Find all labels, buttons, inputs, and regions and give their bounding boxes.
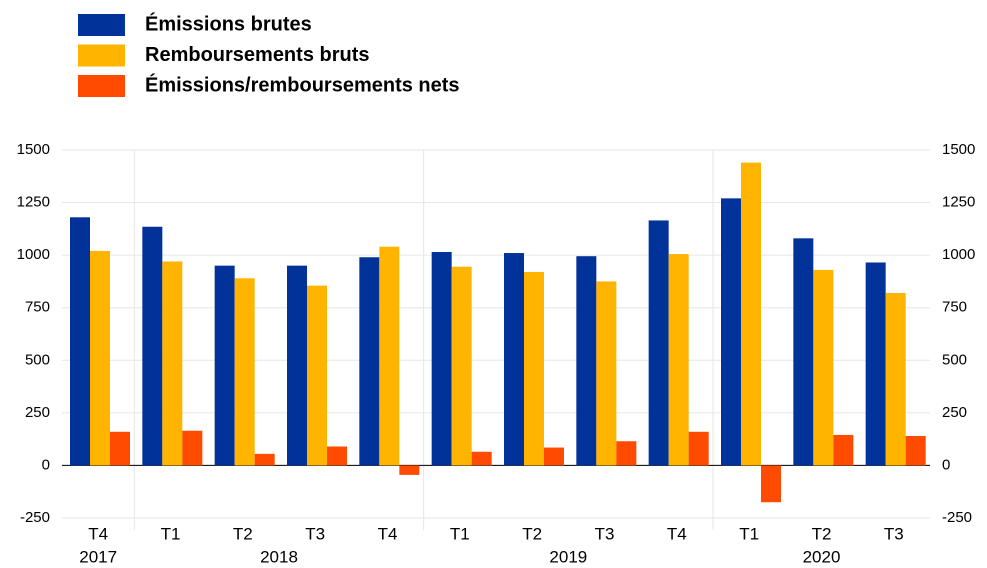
bar	[544, 447, 564, 466]
x-tick-label: T4	[88, 524, 108, 543]
bar	[668, 254, 689, 466]
y2-tick-label: -250	[942, 509, 972, 526]
x-tick-label: T1	[161, 524, 181, 543]
legend-swatch	[78, 44, 125, 67]
bar	[162, 261, 183, 466]
y2-tick-label: 1000	[942, 246, 975, 263]
x-tick-label: T3	[305, 524, 325, 543]
bar	[793, 238, 814, 466]
year-label: 2018	[260, 547, 298, 566]
x-tick-label: T3	[595, 524, 615, 543]
bar	[234, 278, 255, 466]
bar	[524, 271, 544, 466]
bar	[813, 269, 834, 466]
x-tick-label: T2	[812, 524, 832, 543]
bar	[287, 265, 307, 466]
y-tick-label: 0	[42, 456, 50, 473]
bar	[379, 246, 400, 466]
y-tick-label: 1250	[17, 194, 50, 211]
y2-tick-label: 1500	[942, 141, 975, 158]
legend-swatch	[78, 75, 125, 97]
bar	[905, 435, 926, 466]
x-tick-label: T2	[233, 524, 253, 543]
bar	[761, 465, 781, 503]
bar	[885, 292, 906, 466]
bar	[721, 198, 741, 466]
bar	[576, 256, 597, 466]
y-tick-label: 500	[25, 351, 50, 368]
x-tick-label: T2	[522, 524, 542, 543]
x-tick-label: T3	[884, 524, 904, 543]
y-tick-label: 1500	[17, 141, 50, 158]
bar	[741, 162, 761, 466]
bar	[90, 250, 110, 466]
bar	[142, 226, 163, 466]
bar	[596, 281, 617, 466]
bar	[359, 257, 380, 466]
bar	[214, 265, 235, 466]
bar	[307, 285, 327, 466]
y2-tick-label: 250	[942, 404, 967, 421]
y2-tick-label: 1250	[942, 194, 975, 211]
bar	[865, 262, 886, 466]
y-tick-label: 250	[25, 404, 50, 421]
y2-tick-label: 750	[942, 299, 967, 316]
bar	[616, 441, 637, 466]
legend-label: Émissions/remboursements nets	[145, 73, 460, 96]
y-tick-label: 1000	[17, 246, 50, 263]
y-tick-label: 750	[25, 299, 50, 316]
bar	[399, 465, 420, 475]
x-tick-label: T4	[667, 524, 687, 543]
legend-label: Émissions brutes	[145, 12, 312, 35]
bar	[648, 220, 669, 466]
x-tick-label: T1	[450, 524, 470, 543]
bar	[70, 217, 90, 466]
bar	[431, 251, 452, 466]
y-tick-label: -250	[20, 509, 50, 526]
year-label: 2017	[79, 547, 117, 566]
year-label: 2020	[803, 547, 841, 566]
bar	[254, 453, 275, 466]
bar	[833, 434, 854, 466]
legend-swatch	[78, 14, 125, 36]
bar	[182, 430, 203, 466]
y2-tick-label: 500	[942, 351, 967, 368]
bar	[110, 431, 130, 466]
bar	[327, 446, 347, 466]
y2-tick-label: 0	[942, 456, 950, 473]
bar	[471, 451, 492, 466]
bar	[504, 253, 524, 466]
year-label: 2019	[549, 547, 587, 566]
bar	[688, 431, 709, 466]
x-tick-label: T4	[378, 524, 398, 543]
x-tick-label: T1	[739, 524, 759, 543]
legend-label: Remboursements bruts	[145, 44, 370, 66]
bar	[451, 266, 472, 466]
